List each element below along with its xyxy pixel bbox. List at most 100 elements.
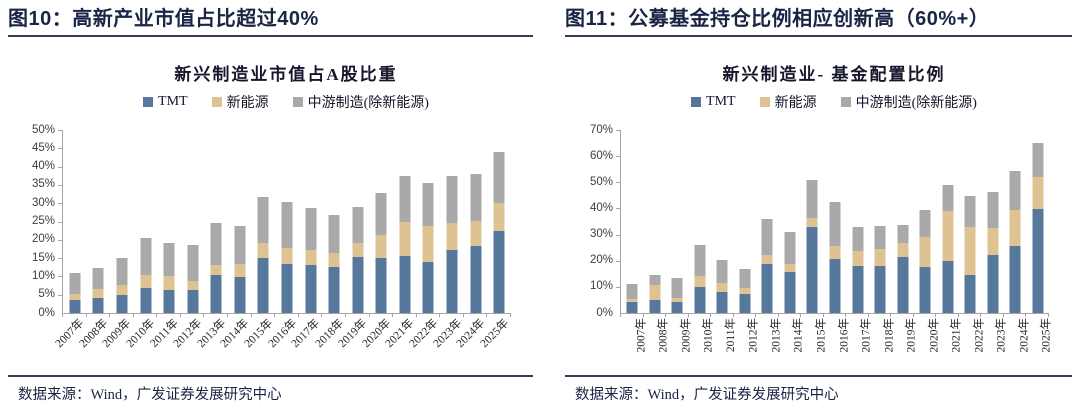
bar-segment-TMT <box>163 289 175 313</box>
x-axis-tick <box>642 313 644 317</box>
y-axis-tick <box>58 130 63 131</box>
bar-segment-中游制造(除新能源) <box>210 222 222 266</box>
y-axis-tick-label: 50% <box>589 175 613 188</box>
y-axis-tick <box>58 203 63 205</box>
bar-segment-TMT <box>761 264 773 313</box>
bar-segment-新能源 <box>784 264 796 272</box>
bar-segment-新能源 <box>806 217 818 228</box>
bar-2013年 <box>210 130 222 313</box>
bar-segment-TMT <box>281 263 293 313</box>
bar-segment-新能源 <box>493 202 505 232</box>
bar-2010年 <box>694 130 706 313</box>
caption-divider <box>565 35 1072 37</box>
legend-swatch-tmt <box>691 97 702 107</box>
bar-2016年 <box>281 130 293 313</box>
legend-item-midstream: 中游制造(除新能源) <box>292 92 429 112</box>
legend-swatch-tmt <box>143 97 154 107</box>
stacked-bar-chart: 0% 5% 10% 15% 20% 25% 30% 35% 40% 45% 50% 2007年 2008… <box>32 124 511 350</box>
bar-segment-TMT <box>210 275 222 313</box>
bar-segment-新能源 <box>1032 177 1044 210</box>
x-axis-tick-label: 2018年 <box>883 318 896 353</box>
bar-2023年 <box>987 130 999 313</box>
bar-2019年 <box>897 130 909 313</box>
bar-segment-中游制造(除新能源) <box>422 182 434 227</box>
y-axis-tick <box>616 208 621 210</box>
bar-2025年 <box>1032 130 1044 313</box>
y-axis-tick-label: 40% <box>31 159 55 172</box>
x-axis-tick-label: 2014年 <box>792 318 805 353</box>
x-axis-tick <box>1002 313 1004 317</box>
bar-segment-TMT <box>739 293 751 313</box>
bar-segment-中游制造(除新能源) <box>694 245 706 276</box>
y-axis-tick-label: 10% <box>31 269 55 282</box>
bar-segment-中游制造(除新能源) <box>140 237 152 275</box>
bar-segment-TMT <box>897 256 909 313</box>
bar-segment-中游制造(除新能源) <box>187 244 199 282</box>
bar-segment-中游制造(除新能源) <box>69 273 81 294</box>
x-axis-tick-label: 2013年 <box>770 318 783 353</box>
bar-2014年 <box>234 130 246 313</box>
bar-segment-中游制造(除新能源) <box>163 242 175 277</box>
bar-segment-新能源 <box>716 282 728 292</box>
bar-segment-中游制造(除新能源) <box>852 227 864 251</box>
x-axis-tick-label: 2011年 <box>725 318 738 353</box>
bar-segment-TMT <box>422 261 434 313</box>
x-axis-tick-label: 2022年 <box>973 318 986 353</box>
x-axis-tick <box>822 313 824 317</box>
x-axis-tick <box>392 313 394 317</box>
bar-segment-新能源 <box>964 226 976 276</box>
bar-segment-TMT <box>919 267 931 313</box>
bar-2025年 <box>493 130 505 313</box>
x-axis-tick-label: 2019年 <box>905 318 918 353</box>
x-axis-tick <box>274 313 276 317</box>
x-axis-tick <box>321 313 323 317</box>
x-axis-tick <box>890 313 892 317</box>
y-axis-tick-label: 60% <box>589 149 613 162</box>
y-axis-tick <box>616 286 621 288</box>
bar-segment-TMT <box>987 255 999 313</box>
bar-segment-新能源 <box>187 281 199 290</box>
x-axis-tick <box>439 313 441 317</box>
y-axis-tick-label: 30% <box>31 196 55 209</box>
bar-segment-中游制造(除新能源) <box>257 197 269 243</box>
bar-2008年 <box>92 130 104 313</box>
bar-segment-TMT <box>352 257 364 313</box>
bar-segment-TMT <box>626 302 638 313</box>
legend-label-new-energy: 新能源 <box>226 96 269 111</box>
bar-segment-中游制造(除新能源) <box>671 278 683 298</box>
bar-segment-中游制造(除新能源) <box>234 226 246 265</box>
bar-2007年 <box>626 130 638 313</box>
bar-segment-新能源 <box>234 264 246 277</box>
bar-2008年 <box>649 130 661 313</box>
y-axis-tick-label: 35% <box>31 178 55 191</box>
bar-segment-新能源 <box>92 289 104 299</box>
bar-segment-新能源 <box>305 250 317 266</box>
y-axis-tick-label: 50% <box>31 123 55 136</box>
bar-2023年 <box>446 130 458 313</box>
y-axis-tick <box>58 239 63 241</box>
legend-swatch-midstream <box>292 97 303 107</box>
bar-segment-TMT <box>806 227 818 313</box>
x-axis-tick <box>755 313 757 317</box>
y-axis-tick <box>58 166 63 168</box>
chart-legend: TMT 新能源 中游制造(除新能源) <box>62 92 510 112</box>
legend-label-tmt: TMT <box>158 94 188 109</box>
bar-segment-新能源 <box>375 235 387 259</box>
bar-segment-中游制造(除新能源) <box>328 214 340 253</box>
bar-segment-TMT <box>140 288 152 313</box>
bar-segment-TMT <box>234 276 246 313</box>
bar-segment-中游制造(除新能源) <box>281 201 293 248</box>
x-axis-tick <box>62 313 63 317</box>
bar-segment-中游制造(除新能源) <box>874 226 886 250</box>
legend-label-tmt: TMT <box>706 94 736 109</box>
x-axis-tick <box>344 313 346 317</box>
bar-2007年 <box>69 130 81 313</box>
x-axis-tick-label: 2023年 <box>995 318 1008 353</box>
bar-segment-中游制造(除新能源) <box>375 192 387 236</box>
bar-segment-TMT <box>784 271 796 313</box>
x-axis-tick <box>179 313 181 317</box>
bar-2018年 <box>328 130 340 313</box>
x-axis-tick <box>156 313 158 317</box>
legend-label-new-energy: 新能源 <box>774 96 817 111</box>
